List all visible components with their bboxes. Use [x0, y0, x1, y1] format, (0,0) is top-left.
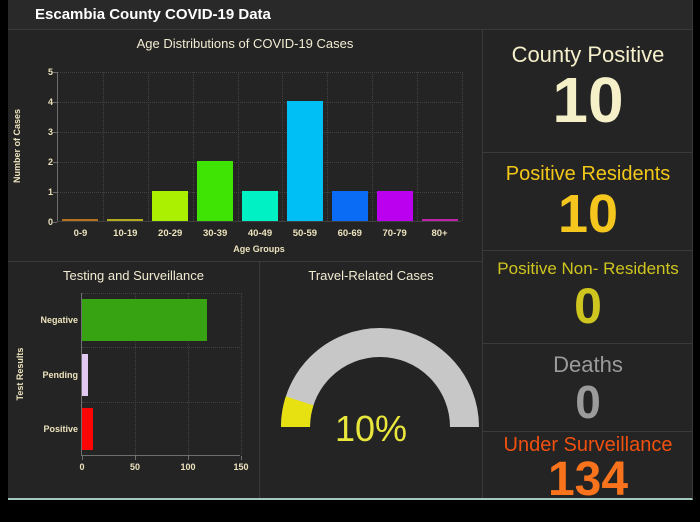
gridline-v — [241, 293, 242, 455]
travel-gauge — [281, 328, 479, 428]
category-label: Positive — [43, 423, 78, 434]
age-chart-title: Age Distributions of COVID-19 Cases — [136, 36, 354, 51]
age-bar-40-49 — [242, 191, 278, 221]
travel-gauge-title: Travel-Related Cases — [308, 268, 434, 283]
x-tick-mark — [135, 456, 136, 460]
gridline-h — [58, 162, 461, 163]
x-tick-label: 150 — [233, 462, 249, 472]
x-tick-label: 70-79 — [382, 228, 407, 239]
x-tick-mark — [188, 456, 189, 460]
stat-label: Positive Residents — [505, 163, 671, 185]
x-tick-mark — [241, 456, 242, 460]
gridline-h — [58, 72, 461, 73]
gridline-h — [58, 102, 461, 103]
y-tick-label: 3 — [47, 127, 53, 137]
testing-chart-title: Testing and Surveillance — [63, 268, 204, 283]
gridline-v — [188, 293, 189, 455]
y-tick-label: 4 — [47, 97, 53, 107]
gridline-v — [147, 72, 149, 221]
stat-deaths: Deaths 0 — [483, 343, 693, 431]
age-bar-0-9 — [62, 219, 99, 221]
stat-value: 0 — [575, 376, 601, 428]
gridline-v — [462, 72, 463, 221]
x-tick-label: 100 — [180, 462, 196, 472]
gridline-h — [82, 293, 240, 294]
age-x-axis-title: Age Groups — [233, 244, 285, 254]
age-bar-30-39 — [197, 161, 234, 221]
stat-value: 0 — [574, 278, 602, 334]
y-tick-label: 0 — [47, 217, 53, 227]
stat-under-surveillance: Under Surveillance 134 — [483, 431, 693, 498]
x-tick-label: 20-29 — [158, 228, 183, 239]
stat-label: Under Surveillance — [503, 434, 673, 456]
age-bar-80+ — [421, 219, 458, 221]
testing-bar-positive — [82, 407, 93, 450]
x-tick-label: 0-9 — [73, 228, 88, 239]
x-tick-label: 0 — [79, 462, 85, 472]
y-tick-mark — [53, 102, 57, 103]
x-tick-label: 50-59 — [292, 228, 318, 239]
testing-chart-plot: 0 50 100 150 Negative Pending Positive — [40, 293, 249, 472]
travel-gauge-value: 10% — [334, 408, 408, 449]
stat-label: Positive Non- Residents — [497, 259, 679, 278]
gridline-h — [82, 347, 240, 349]
gridline-h — [58, 132, 461, 133]
testing-chart-panel: Testing and Surveillance 0 50 100 150 Negati… — [8, 262, 260, 498]
stat-label: Deaths — [553, 352, 623, 377]
y-tick-mark — [53, 132, 57, 133]
category-label: Negative — [40, 315, 78, 326]
gridline-v — [282, 72, 284, 221]
gridline-v — [327, 72, 329, 221]
stat-label: County Positive — [511, 42, 665, 67]
y-tick-mark — [53, 192, 57, 193]
stat-value: 10 — [557, 184, 619, 244]
age-bar-10-19 — [107, 219, 144, 221]
x-tick-label: 60-69 — [337, 228, 362, 239]
age-chart-plot: 0 1 2 3 4 5 0-9 10-19 20-29 30-39 40-49 50-59 60-69 7… — [48, 67, 463, 239]
testing-bar-pending — [82, 353, 89, 396]
gridline-v — [372, 72, 374, 221]
x-tick-label: 10-19 — [113, 228, 138, 239]
age-chart-panel: Age Distributions of COVID-19 Cases 0 1 2 3… — [8, 30, 483, 262]
category-label: Pending — [42, 369, 79, 380]
stat-positive-non-residents: Positive Non- Residents 0 — [483, 250, 693, 343]
x-tick-label: 30-39 — [202, 228, 228, 239]
age-bar-50-59 — [286, 101, 323, 221]
stat-value: 10 — [552, 64, 624, 136]
gridline-v — [417, 72, 419, 221]
x-tick-label: 80+ — [431, 228, 448, 239]
stat-county-positive: County Positive 10 — [483, 30, 693, 152]
dashboard-title: Escambia County COVID-19 Data — [8, 0, 692, 30]
stats-column: County Positive 10 Positive Residents 10… — [483, 30, 693, 498]
gridline-v — [135, 293, 136, 455]
stat-positive-residents: Positive Residents 10 — [483, 152, 693, 250]
age-bar-60-69 — [331, 191, 368, 221]
y-tick-mark — [53, 162, 57, 163]
gridline-v — [237, 72, 239, 221]
y-tick-mark — [53, 72, 57, 73]
x-tick-label: 40-49 — [247, 228, 273, 239]
testing-bar-negative — [82, 299, 208, 342]
travel-gauge-panel: Travel-Related Cases 10% — [260, 262, 483, 498]
y-tick-label: 5 — [47, 67, 53, 77]
gridline-h — [82, 401, 240, 403]
dashboard: Escambia County COVID-19 Data Age Distri… — [8, 0, 693, 500]
y-tick-label: 2 — [47, 157, 53, 167]
age-bar-70-79 — [376, 191, 413, 221]
gridline-v — [192, 72, 194, 221]
gauge-track — [281, 328, 479, 428]
stat-value: 134 — [547, 453, 629, 498]
age-y-axis-title: Number of Cases — [12, 108, 22, 184]
age-bar-20-29 — [152, 191, 189, 221]
x-tick-mark — [82, 456, 83, 460]
testing-y-axis-title: Test Results — [15, 347, 25, 401]
y-tick-label: 1 — [47, 187, 53, 197]
x-tick-label: 50 — [129, 462, 140, 472]
y-tick-mark — [53, 222, 57, 223]
gridline-v — [102, 72, 104, 221]
